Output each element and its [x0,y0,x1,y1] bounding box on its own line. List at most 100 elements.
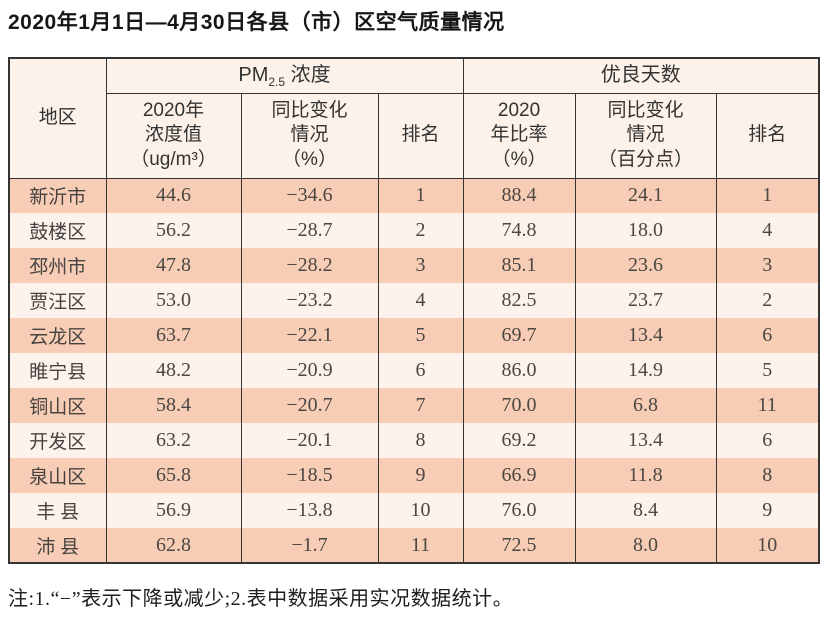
col-header-region: 地区 [8,57,107,179]
cell-good-rate: 82.5 [462,283,576,318]
cell-pm-rank: 7 [377,388,464,423]
cell-good-rank: 4 [715,213,820,248]
table-row: 睢宁县 48.2 −20.9 6 86.0 14.9 5 [8,353,820,388]
pm25-group-label: PM2.5 浓度 [238,63,331,89]
cell-pm-value: 63.7 [105,318,242,353]
cell-region: 贾汪区 [8,283,107,318]
cell-good-rank: 8 [715,458,820,493]
cell-good-rank: 1 [715,178,820,213]
col-group-pm25: PM2.5 浓度 [105,57,464,94]
cell-pm-value: 58.4 [105,388,242,423]
cell-pm-rank: 11 [377,528,464,563]
table-row: 新沂市 44.6 −34.6 1 88.4 24.1 1 [8,178,820,213]
col-header-good-rank: 排名 [715,92,820,179]
table-header: 地区 PM2.5 浓度 优良天数 2020年 浓度值 （ug/m³） 同比变化 … [8,57,820,179]
cell-good-rate: 69.7 [462,318,576,353]
cell-region: 新沂市 [8,178,107,213]
cell-pm-rank: 3 [377,248,464,283]
cell-pm-change: −28.2 [240,248,379,283]
cell-pm-value: 56.2 [105,213,242,248]
cell-region: 丰 县 [8,493,107,528]
header-sub-row: 2020年 浓度值 （ug/m³） 同比变化 情况 （%） 排名 2020 年比… [9,92,820,179]
cell-pm-change: −34.6 [240,178,379,213]
cell-region: 铜山区 [8,388,107,423]
col-header-good-change: 同比变化 情况 （百分点） [574,92,717,179]
cell-region: 云龙区 [8,318,107,353]
cell-good-change: 8.4 [574,493,717,528]
table-row: 开发区 63.2 −20.1 8 69.2 13.4 6 [8,423,820,458]
cell-pm-rank: 10 [377,493,464,528]
cell-good-rate: 86.0 [462,353,576,388]
cell-good-rate: 72.5 [462,528,576,563]
cell-good-rank: 6 [715,423,820,458]
cell-pm-value: 47.8 [105,248,242,283]
cell-pm-change: −28.7 [240,213,379,248]
table-row: 鼓楼区 56.2 −28.7 2 74.8 18.0 4 [8,213,820,248]
cell-good-rank: 3 [715,248,820,283]
cell-good-change: 8.0 [574,528,717,563]
cell-region: 泉山区 [8,458,107,493]
cell-good-change: 13.4 [574,423,717,458]
table-row: 丰 县 56.9 −13.8 10 76.0 8.4 9 [8,493,820,528]
table-row: 铜山区 58.4 −20.7 7 70.0 6.8 11 [8,388,820,423]
table-row: 贾汪区 53.0 −23.2 4 82.5 23.7 2 [8,283,820,318]
col-header-good-rate: 2020 年比率 （%） [462,92,576,179]
cell-good-change: 18.0 [574,213,717,248]
cell-region: 鼓楼区 [8,213,107,248]
cell-good-rank: 5 [715,353,820,388]
header-group-row: 地区 PM2.5 浓度 优良天数 [8,57,820,179]
footnote: 注:1.“−”表示下降或减少;2.表中数据采用实况数据统计。 [8,588,514,610]
cell-pm-rank: 2 [377,213,464,248]
cell-pm-change: −18.5 [240,458,379,493]
table-row: 云龙区 63.7 −22.1 5 69.7 13.4 6 [8,318,820,353]
cell-good-change: 14.9 [574,353,717,388]
cell-pm-change: −1.7 [240,528,379,563]
cell-good-rank: 9 [715,493,820,528]
cell-region: 沛 县 [8,528,107,563]
cell-good-change: 6.8 [574,388,717,423]
cell-region: 睢宁县 [8,353,107,388]
cell-pm-rank: 6 [377,353,464,388]
cell-good-change: 23.7 [574,283,717,318]
table-row: 泉山区 65.8 −18.5 9 66.9 11.8 8 [8,458,820,493]
cell-good-change: 13.4 [574,318,717,353]
cell-region: 开发区 [8,423,107,458]
cell-good-change: 24.1 [574,178,717,213]
cell-good-rank: 11 [715,388,820,423]
cell-pm-rank: 5 [377,318,464,353]
cell-pm-value: 53.0 [105,283,242,318]
cell-pm-change: −23.2 [240,283,379,318]
table-body: 新沂市 44.6 −34.6 1 88.4 24.1 1 鼓楼区 56.2 −28.7 2 74.8… [8,178,820,563]
cell-pm-value: 63.2 [105,423,242,458]
cell-pm-rank: 9 [377,458,464,493]
col-header-pm-value: 2020年 浓度值 （ug/m³） [105,92,242,179]
cell-good-rate: 70.0 [462,388,576,423]
page-title: 2020年1月1日—4月30日各县（市）区空气质量情况 [8,11,505,34]
cell-good-change: 11.8 [574,458,717,493]
col-group-good-days: 优良天数 [462,57,820,94]
cell-pm-change: −20.7 [240,388,379,423]
cell-good-rate: 76.0 [462,493,576,528]
cell-pm-value: 56.9 [105,493,242,528]
col-header-pm-rank: 排名 [377,92,464,179]
cell-pm-value: 44.6 [105,178,242,213]
cell-good-rate: 66.9 [462,458,576,493]
cell-good-rate: 69.2 [462,423,576,458]
cell-good-rate: 85.1 [462,248,576,283]
table-row: 邳州市 47.8 −28.2 3 85.1 23.6 3 [8,248,820,283]
cell-pm-rank: 4 [377,283,464,318]
cell-pm-change: −20.1 [240,423,379,458]
cell-pm-change: −22.1 [240,318,379,353]
cell-pm-value: 48.2 [105,353,242,388]
cell-region: 邳州市 [8,248,107,283]
cell-pm-change: −13.8 [240,493,379,528]
cell-good-rank: 6 [715,318,820,353]
cell-good-rank: 2 [715,283,820,318]
cell-pm-value: 65.8 [105,458,242,493]
table-row: 沛 县 62.8 −1.7 11 72.5 8.0 10 [8,528,820,563]
cell-good-rank: 10 [715,528,820,563]
cell-good-change: 23.6 [574,248,717,283]
cell-pm-change: −20.9 [240,353,379,388]
cell-good-rate: 74.8 [462,213,576,248]
